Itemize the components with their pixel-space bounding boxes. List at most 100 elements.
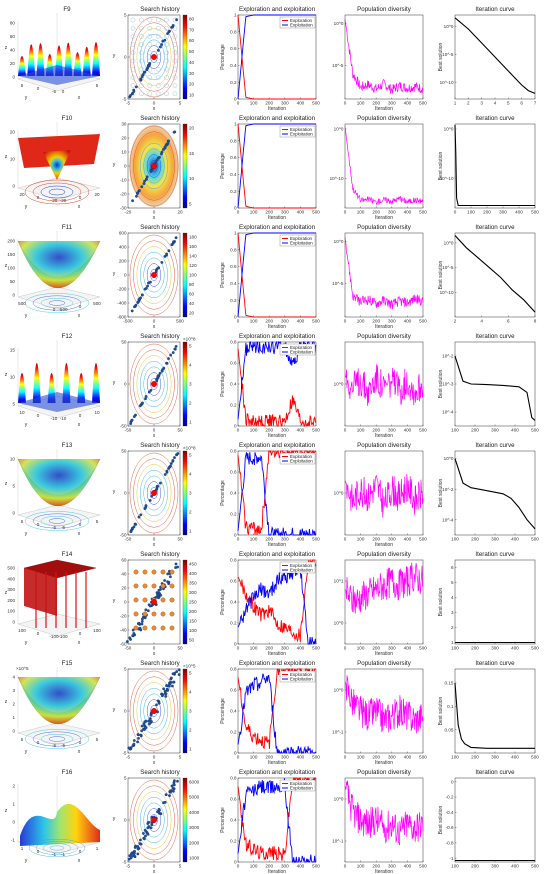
history-point — [176, 779, 179, 783]
ee-frame — [237, 559, 317, 645]
ee-ytick-label: 1 — [234, 231, 237, 236]
ee-ytick-label: 0.6 — [230, 470, 237, 475]
curve-xtick-label: 2 — [454, 319, 457, 324]
curve-panel: Iteration curve 100 200 300 400 500 10^-2 10^-3… — [438, 333, 539, 433]
history-point — [130, 309, 134, 313]
history-best-point — [151, 490, 157, 496]
history-best-point — [151, 599, 157, 605]
history-cell — [139, 66, 144, 72]
history-point — [130, 419, 133, 423]
history-colorbar-tick: 80 — [189, 17, 195, 22]
curve-xtick-label: 200 — [483, 210, 491, 215]
history-cell — [164, 75, 169, 80]
history-panel: Search history 5 4 3 2 1 ×10^8 -50 0 50 50 0 -50 x y — [113, 442, 196, 548]
surface-xtick: -20 — [60, 198, 67, 203]
history-colorbar-tick: 150 — [189, 619, 197, 624]
curve-panel: Iteration curve 1 2 3 4 5 6 7 10^0 10^-5 10^-10 Bes… — [438, 6, 537, 106]
diversity-xtick-label: 400 — [404, 210, 412, 215]
diversity-xlabel: Iteration — [375, 433, 393, 439]
history-contour — [136, 137, 172, 195]
history-point — [140, 75, 144, 79]
diversity-panel: Population diversity 0 100 200 300 400 500 10^1… — [334, 551, 428, 657]
ee-title: Exploration and exploitation — [239, 660, 316, 667]
ee-ytick-label: 0.4 — [230, 600, 237, 605]
ee-ytick-label: 0.2 — [230, 512, 237, 517]
history-point — [149, 720, 153, 723]
surface-contour — [32, 295, 82, 311]
surface-ztick: 150 — [7, 252, 15, 257]
surface-contour — [40, 515, 74, 526]
ee-exploitation-line — [237, 232, 316, 318]
history-xlabel: x — [153, 215, 156, 221]
surface-ztick: 20 — [10, 61, 16, 66]
history-point — [155, 379, 159, 383]
diversity-xtick-label: 0 — [344, 319, 347, 324]
diversity-xtick-label: 400 — [404, 646, 412, 651]
surface-peak — [77, 373, 86, 403]
history-point — [132, 742, 136, 746]
curve-ylabel: Best solution — [438, 260, 444, 289]
history-point — [158, 371, 162, 375]
history-contour — [133, 676, 175, 746]
surface-ytick: -10 — [51, 416, 58, 421]
ee-xtick-label: 500 — [312, 319, 320, 324]
history-point — [139, 842, 143, 846]
history-point — [132, 525, 136, 529]
surface-ztick: 0 — [12, 620, 15, 625]
history-point — [140, 729, 144, 733]
ee-exploitation-line — [237, 562, 317, 645]
ee-legend-exploration: Exploration — [290, 18, 313, 23]
history-colorbar-tick: 3 — [189, 382, 192, 387]
curve-ytick-label: 1 — [451, 640, 454, 645]
ee-ytick-label: 0 — [234, 424, 237, 429]
history-contour — [129, 452, 179, 534]
ee-xtick-label: 100 — [250, 537, 258, 542]
diversity-ytick-label: 10^0 — [334, 688, 344, 693]
ee-xtick-label: 400 — [297, 319, 305, 324]
history-title: Search history — [140, 660, 180, 667]
history-contour — [133, 349, 175, 419]
history-colorbar-tick: 3000 — [189, 825, 200, 830]
history-point — [140, 293, 144, 297]
ee-legend — [279, 452, 316, 465]
curve-xtick-label: 300 — [491, 537, 499, 542]
curve-ytick-label: -0.2 — [446, 795, 454, 800]
curve-xtick-label: 4 — [494, 101, 497, 106]
surface-xtick: 0 — [79, 522, 82, 527]
diversity-xtick-label: 400 — [404, 101, 412, 106]
surface-ylabel: y — [25, 531, 28, 537]
history-cell — [172, 66, 178, 72]
history-point — [171, 351, 175, 355]
curve-xtick-label: 3 — [480, 101, 483, 106]
ee-xtick-label: 100 — [250, 646, 258, 651]
history-point — [128, 854, 132, 858]
history-point — [156, 596, 160, 600]
history-contour — [150, 269, 158, 281]
ee-exploitation-line — [237, 123, 316, 209]
history-cell — [172, 83, 178, 88]
curve-xtick-label: 8 — [534, 319, 537, 324]
history-best-point — [151, 163, 157, 169]
history-colorbar-tick: 4 — [189, 472, 192, 477]
diversity-ytick-label: 10^0 — [334, 127, 344, 132]
surface-ztick: 60 — [10, 34, 16, 39]
surface-ztick: 100 — [7, 609, 15, 614]
history-cluster — [142, 569, 148, 575]
ee-xtick-label: 400 — [297, 428, 305, 433]
curve-xtick-label: 500 — [531, 755, 539, 760]
history-point — [162, 801, 165, 805]
curve-xtick-label: 100 — [451, 537, 459, 542]
diversity-line — [344, 126, 424, 206]
ee-legend-exploration: Exploration — [290, 236, 313, 241]
surface-contour — [48, 300, 66, 306]
history-best-point — [151, 708, 157, 714]
diversity-line — [344, 237, 424, 310]
history-point — [169, 353, 173, 357]
history-cluster — [160, 569, 166, 575]
ee-xlabel: Iteration — [268, 869, 286, 874]
surface-ztick: 80 — [10, 21, 16, 26]
curve-ytick-label: 10^-2 — [442, 487, 454, 492]
history-point — [146, 64, 150, 67]
